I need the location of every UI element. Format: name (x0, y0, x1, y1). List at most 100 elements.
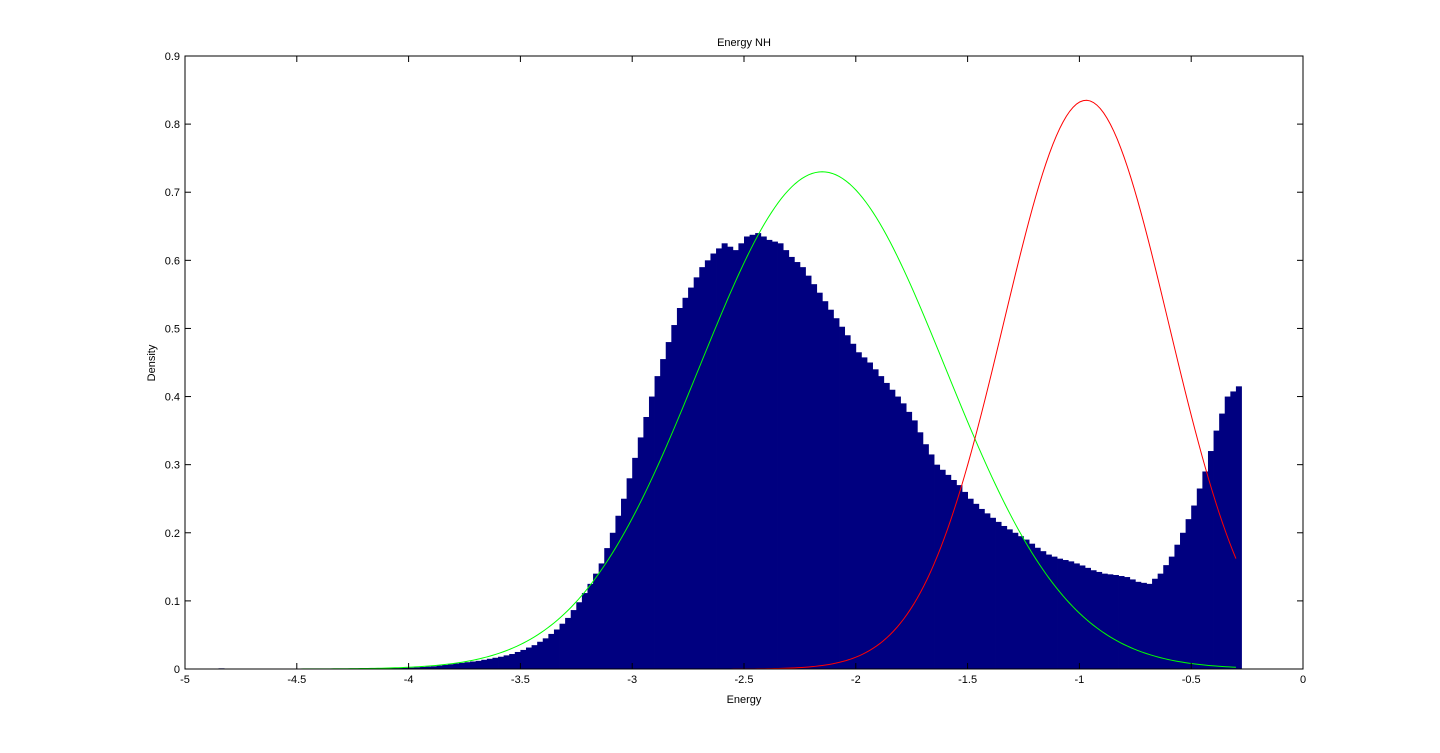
histogram-bar (1023, 539, 1030, 669)
histogram-bar (978, 508, 985, 669)
histogram-bar (581, 593, 588, 669)
y-tick-label: 0.8 (165, 119, 180, 131)
y-tick-label: 0 (174, 664, 180, 676)
histogram-bar (486, 658, 493, 669)
histogram-bar (1045, 554, 1052, 669)
histogram-bar (671, 325, 678, 669)
histogram-bar (917, 432, 924, 669)
density-curve-1 (218, 171, 1236, 670)
histogram-bar (609, 532, 616, 669)
histogram-bar (531, 645, 538, 669)
histogram-bar (1057, 558, 1064, 669)
histogram-bar (788, 256, 795, 669)
histogram-bar (738, 243, 745, 669)
x-tick-label: -0.5 (1182, 674, 1201, 686)
histogram-bar (470, 661, 477, 669)
chart-title: Energy NH (717, 37, 771, 49)
histogram-bar (906, 411, 913, 669)
histogram-bar (632, 457, 639, 669)
histogram-bar (593, 573, 600, 669)
histogram-bar (676, 308, 683, 669)
histogram-bar (1107, 574, 1114, 669)
histogram-bar (509, 654, 516, 669)
histogram-bar (525, 647, 532, 669)
histogram-bar (844, 335, 851, 669)
histogram-bar (1140, 582, 1147, 669)
histogram-bar (576, 602, 583, 669)
histogram-bar (537, 641, 544, 669)
histogram-bar (1124, 577, 1131, 669)
histogram-bar (1146, 583, 1153, 669)
histogram-bar (654, 376, 661, 669)
histogram-bar (973, 503, 980, 669)
histogram-bar (1001, 525, 1008, 669)
histogram-bar (771, 241, 778, 669)
y-tick-label: 0.4 (165, 392, 180, 404)
histogram-bar (956, 485, 963, 669)
histogram-bar (995, 521, 1002, 669)
histogram-bar (542, 638, 549, 669)
histogram-bar (934, 464, 941, 669)
histogram-bar (626, 478, 633, 669)
histogram-bar (1051, 556, 1058, 669)
histogram-bar (408, 667, 415, 669)
histogram-bar (749, 234, 756, 670)
histogram-bar (1180, 532, 1187, 669)
histogram-bar (732, 250, 739, 669)
histogram-bar (1191, 505, 1198, 669)
histogram-bar (688, 287, 695, 669)
histogram-bar (682, 297, 689, 669)
histogram-bar (464, 662, 471, 669)
histogram-bar (587, 583, 594, 669)
histogram-bar (704, 260, 711, 669)
histogram-bar (1230, 391, 1237, 669)
histogram-bar (693, 277, 700, 669)
histogram-bar (1079, 565, 1086, 669)
histogram-bar (548, 633, 555, 669)
y-axis: 0 0.1 0.2 0.3 0.4 0.5 0.6 0.7 0.8 0.9 (165, 51, 1303, 676)
y-tick-label: 0.9 (165, 51, 180, 63)
histogram-bar (861, 357, 868, 669)
histogram-bar (1068, 561, 1075, 669)
histogram-bar (805, 275, 812, 669)
histogram-bar (621, 498, 628, 669)
histogram-bar (811, 284, 818, 669)
histogram-bar (1157, 573, 1164, 669)
histogram-bar (855, 352, 862, 669)
histogram-bar (442, 664, 449, 669)
x-tick-label: -4 (404, 674, 414, 686)
histogram-bar (872, 369, 879, 669)
histogram-bar (783, 250, 790, 669)
histogram-bars (218, 233, 1242, 670)
histogram-bar (911, 420, 918, 669)
histogram-bar (391, 667, 398, 669)
histogram-bar (665, 342, 672, 669)
histogram-bar (928, 454, 935, 669)
histogram-bar (553, 629, 560, 669)
histogram-bar (755, 233, 762, 669)
histogram-bar (777, 243, 784, 669)
histogram-bar (1084, 567, 1091, 669)
histogram-bar (1202, 471, 1209, 669)
histogram-bar (1196, 488, 1203, 669)
histogram-bar (1129, 579, 1136, 669)
x-tick-label: -3 (627, 674, 637, 686)
histogram-bar (1224, 396, 1231, 669)
histogram-bar (922, 444, 929, 669)
x-tick-label: -5 (180, 674, 190, 686)
histogram-bar (1118, 576, 1125, 669)
histogram-bar (894, 396, 901, 669)
histogram-bar (425, 666, 432, 669)
histogram-bar (1168, 556, 1175, 669)
histogram-bar (565, 617, 572, 669)
histogram-bar (883, 382, 890, 669)
y-tick-label: 0.5 (165, 323, 180, 335)
histogram-bar (1174, 544, 1181, 669)
histogram-bar (950, 479, 957, 669)
histogram-bar (1012, 532, 1019, 669)
histogram-bar (1096, 571, 1103, 669)
histogram-bar (721, 243, 728, 669)
histogram-bar (604, 548, 611, 669)
x-tick-label: -3.5 (511, 674, 530, 686)
